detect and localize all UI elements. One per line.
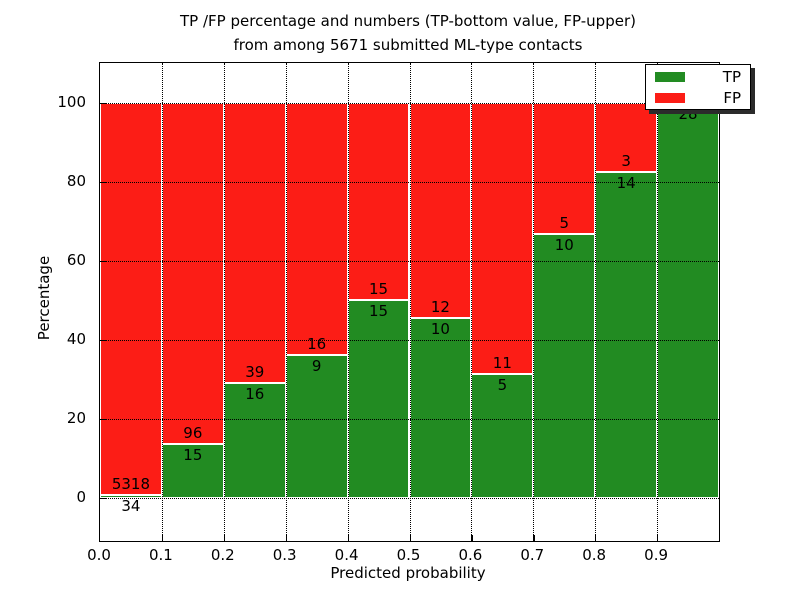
tp-count-label: 5 (497, 376, 508, 395)
x-tick-label: 0.6 (458, 546, 483, 564)
y-tick-label: 60 (66, 250, 86, 269)
plot-area: 5318 34 96 15 39 16 16 9 15 15 12 10 11 5 5 10 3 14 28 (99, 62, 720, 542)
x-tick-label: 0.0 (87, 546, 111, 564)
y-tick-label: 0 (76, 487, 86, 506)
legend-label-tp: TP (722, 67, 741, 86)
bar-segment-fp (533, 102, 596, 235)
grid-line-v (161, 63, 163, 541)
bar-segment-tp (161, 444, 224, 498)
bar-segment-tp (409, 317, 472, 498)
tp-count-label: 15 (183, 446, 203, 465)
bar-segment-tp (100, 495, 162, 498)
x-tick-label: 0.5 (396, 546, 421, 564)
bar-segment-tp (285, 355, 348, 498)
x-tick-label: 0.2 (210, 546, 235, 564)
bar-segment-tp (533, 234, 596, 498)
grid-line-v (223, 63, 225, 541)
x-tick-mark (533, 535, 535, 541)
tp-count-label: 34 (121, 497, 141, 516)
fp-count-label: 3 (621, 152, 631, 171)
y-tick-mark (100, 181, 106, 183)
bar-segment-fp (409, 102, 472, 318)
x-tick-label: 0.4 (334, 546, 359, 564)
grid-line-v (533, 63, 535, 541)
fp-count-label: 11 (492, 354, 512, 373)
y-tick-mark (100, 497, 106, 499)
grid-line-v (595, 63, 597, 541)
bar-segment-fp (223, 102, 286, 383)
fp-count-label: 96 (183, 424, 203, 443)
y-tick-label: 100 (57, 92, 86, 111)
tp-count-label: 10 (430, 319, 450, 338)
x-tick-label: 0.1 (148, 546, 173, 564)
y-tick-mark (100, 102, 106, 104)
legend-swatch-tp (655, 71, 685, 82)
x-tick-mark (285, 535, 287, 541)
x-tick-mark (223, 535, 226, 541)
x-tick-mark (409, 535, 411, 541)
x-axis-label: Predicted probability (330, 564, 486, 582)
x-tick-mark (595, 535, 597, 541)
legend: TP FP (645, 64, 751, 110)
x-tick-mark (657, 535, 659, 541)
fp-count-label: 12 (430, 297, 450, 316)
bar-segment-fp (161, 102, 224, 445)
legend-item-fp: FP (655, 90, 741, 106)
bar-segment-fp (347, 102, 410, 301)
legend-label-fp: FP (723, 88, 741, 107)
legend-item-tp: TP (655, 69, 741, 85)
fp-count-label: 15 (368, 280, 389, 299)
chart-title-line-1: TP /FP percentage and numbers (TP-bottom… (180, 12, 636, 30)
fp-count-label: 5318 (111, 475, 151, 494)
y-tick-label: 40 (66, 329, 86, 348)
bar-segment-fp (471, 102, 534, 375)
y-tick-mark (100, 260, 106, 262)
bar-segment-tp (595, 172, 658, 498)
y-tick-label: 20 (66, 408, 86, 427)
grid-line-v (471, 63, 473, 541)
grid-line-v (285, 63, 287, 541)
y-tick-label: 80 (66, 171, 86, 190)
x-tick-label: 0.9 (644, 546, 669, 564)
legend-swatch-fp (655, 92, 685, 103)
bar-segment-fp (100, 102, 162, 496)
bar-segment-fp (285, 102, 348, 356)
x-tick-mark (471, 535, 473, 541)
x-tick-label: 0.3 (272, 546, 297, 564)
grid-line-v (409, 63, 411, 541)
fp-count-label: 16 (307, 335, 327, 354)
bar-segment-tp (471, 374, 534, 498)
x-tick-mark (161, 535, 164, 541)
bar-segment-tp (657, 102, 719, 498)
y-tick-mark (100, 339, 106, 341)
chart-title-line-2: from among 5671 submitted ML-type contac… (233, 36, 583, 54)
x-tick-label: 0.8 (582, 546, 607, 564)
fp-count-label: 39 (245, 362, 265, 381)
tp-count-label: 10 (554, 236, 574, 255)
tp-count-label: 15 (368, 302, 389, 321)
grid-line-v (657, 63, 659, 541)
grid-line-v (347, 63, 349, 541)
fp-count-label: 5 (559, 214, 570, 233)
x-tick-mark (347, 535, 349, 541)
tp-count-label: 9 (311, 357, 322, 376)
y-tick-mark (100, 418, 106, 420)
bar-segment-tp (347, 300, 410, 498)
tp-count-label: 14 (616, 174, 636, 193)
tp-count-label: 16 (245, 384, 265, 403)
x-tick-label: 0.7 (520, 546, 545, 564)
